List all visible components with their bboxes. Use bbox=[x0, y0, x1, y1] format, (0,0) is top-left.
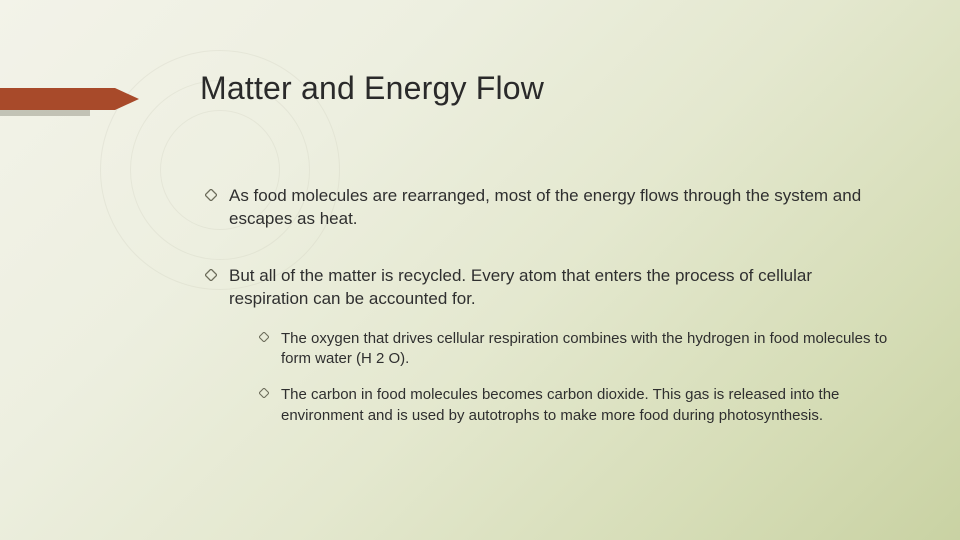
bullet-level1: As food molecules are rearranged, most o… bbox=[205, 185, 890, 231]
diamond-bullet-icon bbox=[259, 332, 269, 342]
bullet-level2: The carbon in food molecules becomes car… bbox=[259, 385, 890, 426]
accent-ribbon-shadow bbox=[0, 110, 90, 116]
slide: Matter and Energy Flow As food molecules… bbox=[0, 0, 960, 540]
accent-ribbon bbox=[0, 88, 140, 110]
slide-body: As food molecules are rearranged, most o… bbox=[205, 185, 890, 460]
bullet-level2: The oxygen that drives cellular respirat… bbox=[259, 329, 890, 370]
slide-title: Matter and Energy Flow bbox=[200, 70, 544, 107]
bullet-text: But all of the matter is recycled. Every… bbox=[229, 266, 812, 308]
diamond-bullet-icon bbox=[205, 269, 217, 281]
bullet-level1: But all of the matter is recycled. Every… bbox=[205, 265, 890, 426]
bullet-text: As food molecules are rearranged, most o… bbox=[229, 186, 861, 228]
diamond-bullet-icon bbox=[259, 388, 269, 398]
bullet-text: The oxygen that drives cellular respirat… bbox=[281, 330, 887, 367]
sub-bullet-group: The oxygen that drives cellular respirat… bbox=[259, 329, 890, 426]
bullet-text: The carbon in food molecules becomes car… bbox=[281, 386, 839, 423]
diamond-bullet-icon bbox=[205, 189, 217, 201]
